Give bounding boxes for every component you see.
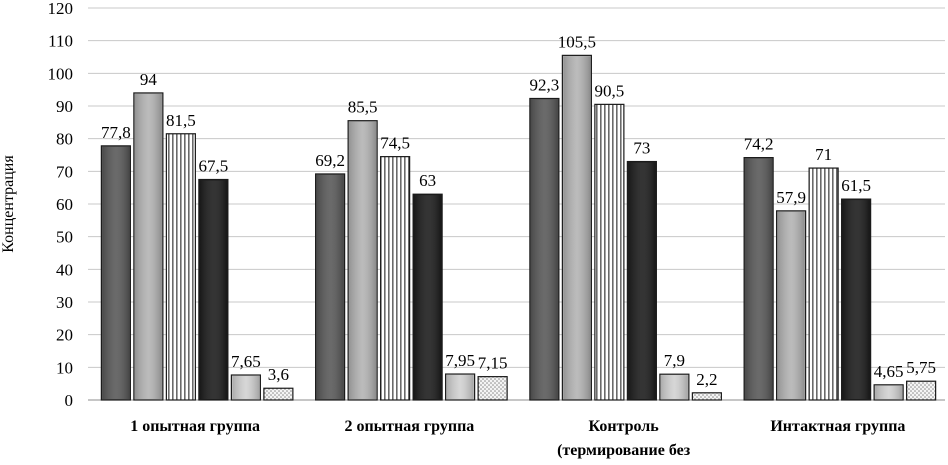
y-tick-label: 0 [65, 391, 74, 410]
data-label: 92,3 [530, 75, 560, 94]
data-label: 63 [419, 171, 436, 190]
data-label: 7,65 [231, 352, 261, 371]
data-label: 90,5 [595, 81, 625, 100]
bar-shading [842, 200, 870, 399]
y-tick-label: 100 [48, 64, 74, 83]
y-tick-label: 70 [56, 162, 73, 181]
y-tick-label: 120 [48, 0, 74, 18]
bar [380, 156, 411, 401]
category-label: (термирование без [557, 442, 691, 459]
data-label: 3,6 [268, 365, 289, 384]
data-label: 5,75 [906, 358, 936, 377]
y-tick-label: 110 [48, 32, 73, 51]
bars [100, 54, 937, 401]
x-axis-categories: 1 опытная группа 2 опытная группа Контроль… [130, 418, 905, 459]
y-tick-label: 40 [56, 260, 73, 279]
bar-shading [446, 375, 474, 399]
data-label: 74,5 [380, 134, 410, 153]
bar [808, 167, 839, 401]
y-tick-label: 80 [56, 130, 73, 149]
data-label: 57,9 [776, 188, 806, 207]
category-label: 1 опытная группа [130, 418, 260, 435]
bar-shading [349, 121, 377, 399]
data-label: 71 [815, 145, 832, 164]
bar [477, 376, 508, 401]
data-label: 73 [633, 139, 650, 158]
data-label: 94 [140, 70, 158, 89]
data-label: 69,2 [315, 151, 345, 170]
y-tick-label: 50 [56, 228, 73, 247]
y-tick-label: 90 [56, 97, 73, 116]
data-label: 105,5 [558, 32, 596, 51]
bar [691, 392, 722, 401]
bar-shading [777, 211, 805, 399]
y-tick-label: 20 [56, 326, 73, 345]
data-label: 7,15 [478, 354, 508, 373]
bar-shading [875, 385, 903, 399]
data-label: 67,5 [199, 157, 229, 176]
bar [906, 380, 937, 401]
data-label: 74,2 [744, 135, 774, 154]
bar-shading [745, 158, 773, 399]
data-label: 81,5 [166, 111, 196, 130]
category-label: 2 опытная группа [344, 418, 474, 435]
bar-shading [563, 56, 591, 399]
bar-shading [102, 146, 130, 399]
bar-shading [414, 195, 442, 399]
category-label: Контроль [589, 418, 660, 435]
data-label: 7,95 [445, 351, 475, 370]
data-label: 4,65 [874, 362, 904, 381]
bar-shading [316, 174, 344, 399]
gridlines [88, 7, 945, 401]
y-axis-title: Концентрация [0, 155, 17, 253]
bar [165, 133, 196, 401]
bar [263, 387, 294, 401]
y-axis: 0 10 20 30 40 50 60 70 80 90 100 110 120 [48, 0, 74, 410]
data-label: 7,9 [664, 351, 685, 370]
bar-shading [628, 162, 656, 399]
bar-shading [134, 93, 162, 399]
data-label: 61,5 [841, 176, 871, 195]
data-label: 77,8 [101, 123, 131, 142]
category-label: Интактная группа [770, 418, 905, 435]
bar-shading [660, 375, 688, 399]
y-tick-label: 30 [56, 293, 73, 312]
bar [594, 103, 625, 401]
bar-shading [232, 376, 260, 399]
y-tick-label: 60 [56, 195, 73, 214]
data-label: 2,2 [696, 370, 717, 389]
data-label: 85,5 [348, 98, 378, 117]
bar-shading [199, 180, 227, 399]
bar-shading [530, 99, 558, 399]
y-tick-label: 10 [56, 358, 73, 377]
